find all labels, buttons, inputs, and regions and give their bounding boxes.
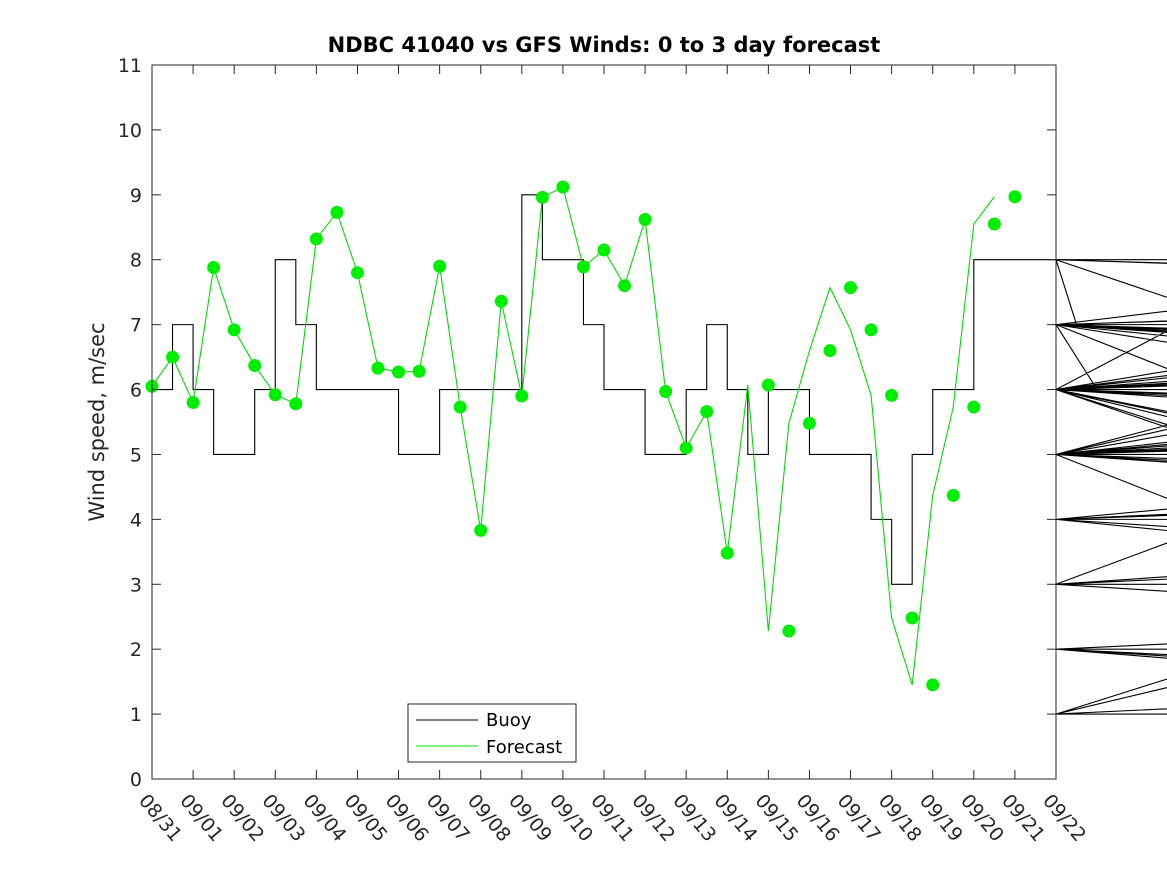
x-tick-label: 09/18 bbox=[874, 790, 926, 846]
legend-label-buoy: Buoy bbox=[486, 710, 532, 731]
forecast-marker bbox=[535, 190, 549, 204]
x-tick-label: 09/13 bbox=[668, 790, 720, 846]
forecast-marker bbox=[433, 259, 447, 273]
forecast-marker bbox=[967, 400, 981, 414]
forecast-marker bbox=[576, 260, 590, 274]
forecast-marker bbox=[946, 488, 960, 502]
x-tick-label: 09/09 bbox=[504, 790, 556, 846]
y-axis-label: Wind speed, m/sec bbox=[85, 322, 109, 521]
forecast-marker bbox=[248, 359, 262, 373]
buoy-line bbox=[152, 194, 1167, 715]
forecast-marker bbox=[618, 279, 632, 293]
y-tick-label: 8 bbox=[130, 250, 142, 272]
y-tick-label: 9 bbox=[130, 185, 142, 207]
forecast-marker bbox=[166, 350, 180, 364]
y-tick-label: 7 bbox=[130, 315, 142, 337]
y-tick-label: 1 bbox=[130, 704, 142, 726]
x-tick-label: 09/16 bbox=[792, 790, 844, 846]
forecast-marker bbox=[782, 624, 796, 638]
x-tick-label: 09/14 bbox=[709, 790, 761, 846]
y-tick-label: 0 bbox=[130, 769, 142, 791]
forecast-marker bbox=[987, 217, 1001, 231]
x-tick-label: 09/21 bbox=[997, 790, 1049, 846]
y-tick-label: 10 bbox=[118, 120, 142, 142]
x-tick-label: 09/15 bbox=[751, 790, 803, 846]
x-tick-label: 08/31 bbox=[134, 790, 186, 846]
forecast-marker bbox=[392, 365, 406, 379]
forecast-marker bbox=[905, 611, 919, 625]
forecast-marker bbox=[864, 323, 878, 337]
y-tick-label: 11 bbox=[118, 55, 142, 77]
forecast-marker bbox=[268, 388, 282, 402]
forecast-marker bbox=[309, 232, 323, 246]
x-tick-label: 09/07 bbox=[422, 790, 474, 846]
plot-area bbox=[152, 65, 1056, 779]
forecast-marker bbox=[494, 294, 508, 308]
legend: Buoy Forecast bbox=[407, 703, 577, 763]
forecast-marker bbox=[802, 416, 816, 430]
chart-title: NDBC 41040 vs GFS Winds: 0 to 3 day fore… bbox=[328, 33, 881, 57]
x-tick-label: 09/17 bbox=[833, 790, 885, 846]
x-tick-label: 09/02 bbox=[216, 790, 268, 846]
y-tick-label: 2 bbox=[130, 639, 142, 661]
forecast-marker bbox=[926, 678, 940, 692]
x-tick-label: 09/06 bbox=[381, 790, 433, 846]
legend-label-forecast: Forecast bbox=[486, 737, 562, 758]
forecast-marker bbox=[474, 523, 488, 537]
forecast-marker bbox=[720, 546, 734, 560]
legend-box bbox=[407, 703, 577, 763]
forecast-marker bbox=[350, 266, 364, 280]
x-tick-label: 09/05 bbox=[340, 790, 392, 846]
x-tick-label: 09/20 bbox=[956, 790, 1008, 846]
forecast-marker bbox=[371, 361, 385, 375]
forecast-marker bbox=[289, 397, 303, 411]
y-tick-label: 5 bbox=[130, 444, 142, 466]
y-tick-label: 4 bbox=[130, 509, 142, 531]
x-tick-label: 09/01 bbox=[175, 790, 227, 846]
forecast-marker bbox=[844, 281, 858, 295]
x-tick-label: 09/03 bbox=[257, 790, 309, 846]
forecast-marker bbox=[823, 344, 837, 358]
forecast-markers bbox=[145, 180, 1022, 692]
forecast-marker bbox=[1008, 190, 1022, 204]
y-axis: 0 1 2 3 4 5 6 7 8 9 10 11 bbox=[118, 55, 1056, 791]
x-tick-label: 09/12 bbox=[627, 790, 679, 846]
forecast-marker bbox=[700, 405, 714, 419]
forecast-marker bbox=[679, 441, 693, 455]
forecast-marker bbox=[638, 212, 652, 226]
x-tick-label: 09/10 bbox=[545, 790, 597, 846]
x-tick-label: 09/19 bbox=[915, 790, 967, 846]
forecast-marker bbox=[659, 384, 673, 398]
x-tick-label: 09/08 bbox=[463, 790, 515, 846]
forecast-marker bbox=[515, 389, 529, 403]
x-tick-label: 09/22 bbox=[1038, 790, 1090, 846]
x-tick-label: 09/11 bbox=[586, 790, 638, 846]
forecast-marker bbox=[412, 364, 426, 378]
forecast-marker bbox=[186, 396, 200, 410]
forecast-marker bbox=[227, 323, 241, 337]
y-tick-label: 3 bbox=[130, 574, 142, 596]
x-tick-label: 09/04 bbox=[299, 790, 351, 846]
y-tick-label: 6 bbox=[130, 380, 142, 402]
forecast-marker bbox=[885, 388, 899, 402]
forecast-marker bbox=[556, 180, 570, 194]
forecast-marker bbox=[207, 261, 221, 275]
forecast-marker bbox=[597, 243, 611, 257]
forecast-marker bbox=[453, 400, 467, 414]
forecast-marker bbox=[330, 205, 344, 219]
forecast-marker bbox=[761, 378, 775, 392]
